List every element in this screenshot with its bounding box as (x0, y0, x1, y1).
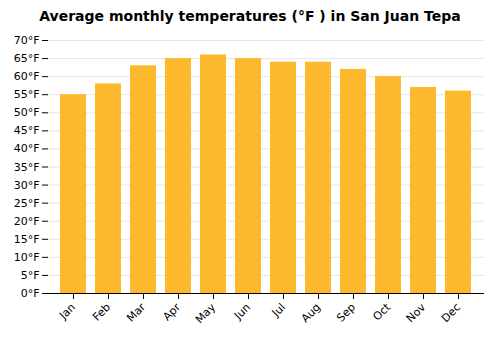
svg-text:50°F: 50°F (14, 106, 40, 119)
svg-text:40°F: 40°F (14, 142, 40, 155)
svg-text:25°F: 25°F (14, 197, 40, 210)
svg-text:5°F: 5°F (21, 269, 40, 282)
svg-text:Oct: Oct (370, 300, 393, 323)
svg-text:Aug: Aug (299, 301, 323, 325)
svg-text:35°F: 35°F (14, 161, 40, 174)
svg-text:45°F: 45°F (14, 124, 40, 137)
svg-text:60°F: 60°F (14, 70, 40, 83)
svg-text:Jul: Jul (269, 301, 288, 320)
svg-text:Jun: Jun (231, 301, 253, 323)
svg-text:30°F: 30°F (14, 179, 40, 192)
svg-text:0°F: 0°F (21, 287, 40, 300)
svg-text:20°F: 20°F (14, 215, 40, 228)
svg-text:Jan: Jan (56, 301, 78, 323)
svg-text:May: May (193, 300, 219, 326)
svg-text:Dec: Dec (439, 301, 463, 325)
svg-text:65°F: 65°F (14, 52, 40, 65)
svg-text:15°F: 15°F (14, 233, 40, 246)
svg-text:Apr: Apr (160, 300, 183, 323)
svg-text:Mar: Mar (124, 300, 148, 324)
svg-text:Nov: Nov (404, 300, 429, 325)
svg-text:55°F: 55°F (14, 88, 40, 101)
svg-text:10°F: 10°F (14, 251, 40, 264)
svg-text:Sep: Sep (334, 301, 358, 325)
html-text:Average monthly temperatures (: Average monthly temperatures (°F ) in Sa… (39, 8, 461, 24)
svg-text:Feb: Feb (90, 301, 113, 324)
svg-text:70°F: 70°F (14, 34, 40, 47)
